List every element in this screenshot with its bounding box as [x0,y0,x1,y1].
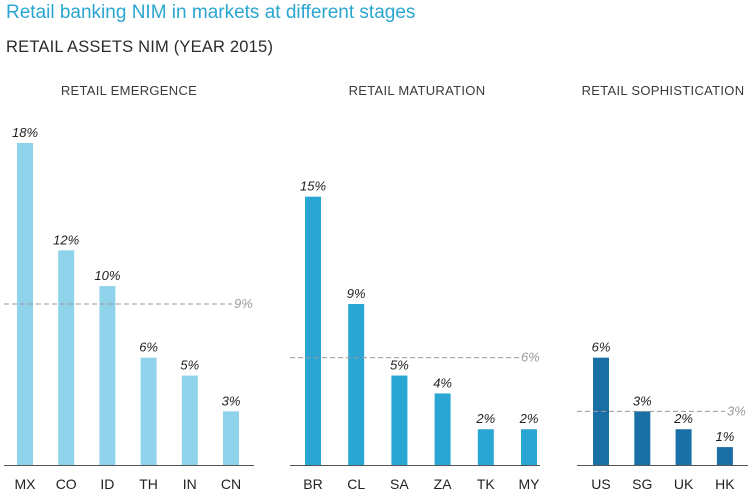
page-title: Retail banking NIM in markets at differe… [6,2,416,23]
average-label: 6% [521,350,540,365]
average-label: 9% [234,296,253,311]
category-label: ZA [434,476,453,492]
bar-value-label: 5% [390,358,409,373]
bar [99,286,116,465]
category-label: UK [674,476,694,492]
category-label: BR [303,476,322,492]
category-label: SG [632,476,652,492]
bar-value-label: 10% [94,268,120,283]
bar [675,429,692,465]
bar-value-label: 15% [300,179,326,194]
bar-value-label: 1% [716,429,735,444]
bar [716,447,733,465]
group-title: RETAIL SOPHISTICATION [582,83,745,98]
bar [223,411,239,465]
category-label: SA [390,476,409,492]
category-label: ID [100,476,114,492]
bar [434,393,451,465]
bar-value-label: 2% [519,411,539,426]
average-label: 3% [727,403,746,418]
bar-value-label: 6% [139,340,158,355]
bar [140,357,157,465]
bar-value-label: 12% [53,232,79,247]
bar-value-label: 2% [673,411,693,426]
bar [181,375,198,465]
bar-value-label: 18% [12,125,38,140]
group-title: RETAIL MATURATION [349,83,486,98]
category-label: US [591,476,610,492]
bar-value-label: 5% [180,358,199,373]
category-label: TK [477,476,496,492]
category-label: MX [15,476,37,492]
category-label: TH [139,476,158,492]
bar-value-label: 4% [433,375,452,390]
bar-value-label: 3% [222,393,241,408]
group-title: RETAIL EMERGENCE [61,83,197,98]
bar [477,429,494,465]
category-label: CL [347,476,365,492]
bar [634,411,651,465]
bar-value-label: 9% [347,286,366,301]
bar-value-label: 3% [633,393,652,408]
category-label: CN [221,476,241,492]
bar [305,196,321,465]
bar [521,429,537,465]
category-label: HK [715,476,735,492]
category-label: MY [519,476,541,492]
bar [348,304,365,465]
category-label: CO [56,476,77,492]
chart-subtitle: RETAIL ASSETS NIM (YEAR 2015) [6,38,274,56]
category-label: IN [183,476,197,492]
bar [58,250,75,465]
bar-value-label: 6% [592,340,611,355]
bar [391,375,408,465]
bar-value-label: 2% [475,411,495,426]
